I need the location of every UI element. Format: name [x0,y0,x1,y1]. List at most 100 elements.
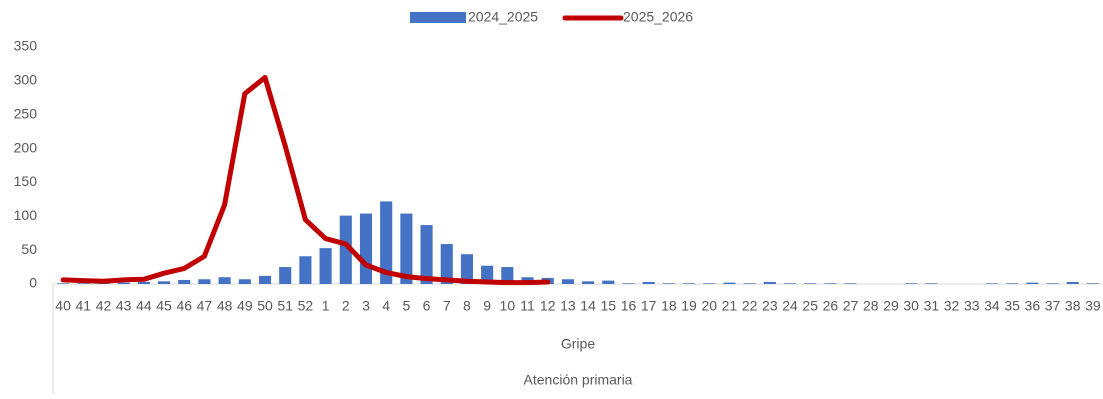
x-tick-label: 26 [823,298,839,314]
x-tick-label: 9 [483,298,491,314]
x-tick-label: 19 [681,298,697,314]
legend-label: 2025_2026 [623,9,693,25]
bar [299,256,312,284]
y-tick-label: 200 [14,139,38,155]
y-tick-label: 350 [14,38,38,54]
x-tick-label: 47 [197,298,213,314]
y-tick-label: 100 [14,207,38,223]
legend-swatch [410,12,466,23]
x-tick-label: 42 [96,298,112,314]
bar [662,283,675,284]
x-tick-label: 32 [944,298,960,314]
y-tick-label: 150 [14,173,38,189]
x-tick-label: 43 [116,298,132,314]
bar [137,281,150,284]
x-tick-label: 4 [382,298,390,314]
bar [723,282,736,284]
bar [238,279,251,284]
bar [1066,281,1079,284]
bar [925,283,938,284]
bar [703,283,716,284]
x-tick-label: 10 [500,298,516,314]
x-tick-label: 6 [423,298,431,314]
bar [57,283,70,284]
bar [1006,283,1019,284]
x-tick-label: 5 [402,298,410,314]
x-tick-label: 30 [903,298,919,314]
x-tick-label: 20 [701,298,717,314]
bar [763,281,776,284]
x-tick-label: 2 [342,298,350,314]
x-axis-label: Gripe [561,336,595,352]
bar [198,279,211,284]
y-tick-label: 300 [14,72,38,88]
x-tick-label: 31 [924,298,940,314]
x-tick-label: 23 [762,298,778,314]
x-tick-label: 37 [1045,298,1061,314]
x-tick-label: 17 [641,298,657,314]
bar [440,244,453,284]
x-tick-label: 27 [843,298,859,314]
bar [582,281,595,284]
bar [77,283,90,284]
x-tick-label: 34 [984,298,1000,314]
bar [1026,282,1039,284]
bar [622,283,635,284]
bar [460,254,473,284]
x-tick-label: 48 [217,298,233,314]
x-tick-label: 33 [964,298,980,314]
x-tick-label: 13 [560,298,576,314]
bar [279,267,292,284]
y-tick-label: 50 [21,241,37,257]
x-tick-label: 22 [742,298,758,314]
x-tick-label: 39 [1085,298,1101,314]
x-tick-label: 50 [257,298,273,314]
bar [501,267,514,284]
x-tick-label: 49 [237,298,253,314]
bar [1086,283,1099,284]
bar [905,283,918,284]
x-tick-label: 11 [520,298,535,314]
legend-label: 2024_2025 [468,9,538,25]
bar [824,283,837,284]
line [60,75,551,286]
x-tick-label: 24 [782,298,798,314]
bar [844,283,857,284]
x-tick-label: 12 [540,298,556,314]
bar [339,215,352,284]
x-tick-label: 1 [322,298,330,314]
x-tick-label: 3 [362,298,370,314]
bar [178,279,191,284]
x-tick-label: 29 [883,298,899,314]
x-group-label: Atención primaria [524,372,633,388]
y-tick-label: 250 [14,105,38,121]
x-tick-label: 8 [463,298,471,314]
x-tick-label: 36 [1025,298,1041,314]
x-tick-label: 35 [1004,298,1020,314]
bar [258,275,272,284]
bar [683,283,696,284]
x-tick-label: 7 [443,298,451,314]
x-tick-label: 45 [156,298,172,314]
x-tick-label: 51 [277,298,293,314]
y-tick-label: 0 [29,275,37,291]
x-tick-label: 40 [55,298,71,314]
bar [420,225,433,284]
bar [743,283,756,284]
x-tick-label: 52 [298,298,314,314]
x-tick-label: 14 [580,298,596,314]
x-tick-label: 15 [600,298,616,314]
bar [985,283,998,284]
bar [359,213,373,284]
x-tick-label: 46 [176,298,192,314]
bar [783,283,797,284]
bar [117,282,130,284]
bar [602,280,615,284]
x-tick-label: 41 [75,298,91,314]
bar [1046,283,1059,284]
x-tick-label: 44 [136,298,152,314]
x-tick-label: 38 [1065,298,1081,314]
x-tick-label: 28 [863,298,879,314]
bar [319,248,332,284]
